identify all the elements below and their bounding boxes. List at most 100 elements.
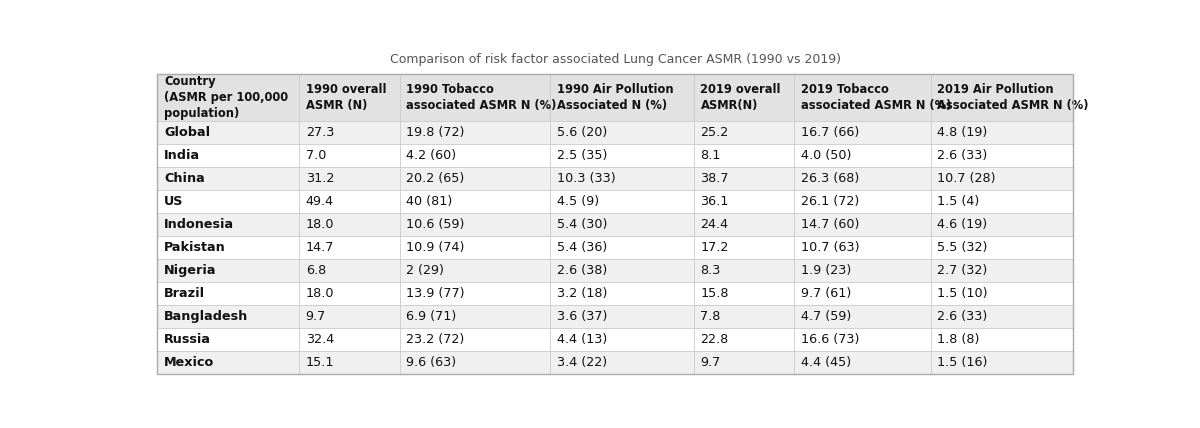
Text: 7.0: 7.0 [306, 149, 326, 162]
Text: US: US [164, 195, 184, 208]
Text: 5.6 (20): 5.6 (20) [557, 126, 607, 139]
Text: 19.8 (72): 19.8 (72) [406, 126, 464, 139]
Bar [694, 167, 794, 190]
Bar [299, 121, 400, 144]
Text: 10.9 (74): 10.9 (74) [406, 241, 464, 254]
Bar [400, 213, 551, 236]
Text: 18.0: 18.0 [306, 287, 335, 300]
Bar [157, 351, 299, 374]
Text: 7.8: 7.8 [701, 310, 721, 323]
Text: Indonesia: Indonesia [164, 218, 234, 231]
Bar [794, 305, 931, 328]
Text: 8.1: 8.1 [701, 149, 721, 162]
Bar [694, 282, 794, 305]
Bar [794, 236, 931, 259]
Bar [157, 144, 299, 167]
Bar [299, 282, 400, 305]
Bar [551, 74, 694, 121]
Bar [794, 213, 931, 236]
Bar [694, 74, 794, 121]
Bar [931, 236, 1073, 259]
Text: 13.9 (77): 13.9 (77) [406, 287, 464, 300]
Bar [157, 282, 299, 305]
Bar [400, 167, 551, 190]
Bar [157, 121, 299, 144]
Bar [400, 121, 551, 144]
Text: 25.2: 25.2 [701, 126, 728, 139]
Bar [551, 305, 694, 328]
Bar [299, 328, 400, 351]
Text: 4.8 (19): 4.8 (19) [937, 126, 988, 139]
Bar [551, 351, 694, 374]
Text: 5.4 (36): 5.4 (36) [557, 241, 607, 254]
Bar [551, 121, 694, 144]
Bar [794, 190, 931, 213]
Bar [931, 305, 1073, 328]
Text: 49.4: 49.4 [306, 195, 334, 208]
Bar [551, 282, 694, 305]
Text: 2019 Tobacco
associated ASMR N (%): 2019 Tobacco associated ASMR N (%) [800, 83, 952, 112]
Text: 22.8: 22.8 [701, 333, 728, 346]
Text: 2.6 (33): 2.6 (33) [937, 149, 988, 162]
Bar [794, 282, 931, 305]
Bar [551, 213, 694, 236]
Bar [794, 121, 931, 144]
Text: India: India [164, 149, 200, 162]
Bar [400, 236, 551, 259]
Bar [551, 259, 694, 282]
Text: Global: Global [164, 126, 210, 139]
Bar [400, 190, 551, 213]
Bar [299, 167, 400, 190]
Bar [931, 282, 1073, 305]
Bar [794, 167, 931, 190]
Bar [400, 351, 551, 374]
Text: 3.4 (22): 3.4 (22) [557, 356, 607, 369]
Bar [794, 259, 931, 282]
Text: 32.4: 32.4 [306, 333, 334, 346]
Bar [157, 328, 299, 351]
Bar [694, 351, 794, 374]
Text: 23.2 (72): 23.2 (72) [406, 333, 464, 346]
Text: 4.7 (59): 4.7 (59) [800, 310, 851, 323]
Bar [299, 190, 400, 213]
Text: China: China [164, 172, 205, 185]
Text: Country
(ASMR per 100,000
population): Country (ASMR per 100,000 population) [164, 75, 288, 120]
Text: 15.8: 15.8 [701, 287, 728, 300]
Text: 4.6 (19): 4.6 (19) [937, 218, 988, 231]
Bar [157, 305, 299, 328]
Bar [551, 236, 694, 259]
Text: 4.4 (45): 4.4 (45) [800, 356, 851, 369]
Bar [400, 74, 551, 121]
Bar [931, 213, 1073, 236]
Text: Nigeria: Nigeria [164, 264, 216, 277]
Text: 9.7 (61): 9.7 (61) [800, 287, 851, 300]
Bar [157, 213, 299, 236]
Text: 14.7: 14.7 [306, 241, 334, 254]
Text: 20.2 (65): 20.2 (65) [406, 172, 464, 185]
Text: 2.6 (33): 2.6 (33) [937, 310, 988, 323]
Text: Brazil: Brazil [164, 287, 205, 300]
Text: Comparison of risk factor associated Lung Cancer ASMR (1990 vs 2019): Comparison of risk factor associated Lun… [390, 53, 840, 66]
Text: 18.0: 18.0 [306, 218, 335, 231]
Bar [794, 328, 931, 351]
Bar [551, 167, 694, 190]
Bar [400, 144, 551, 167]
Text: 26.1 (72): 26.1 (72) [800, 195, 859, 208]
Bar [400, 282, 551, 305]
Bar [299, 259, 400, 282]
Bar [157, 190, 299, 213]
Text: 1.5 (10): 1.5 (10) [937, 287, 988, 300]
Text: 5.5 (32): 5.5 (32) [937, 241, 988, 254]
Text: 1.5 (4): 1.5 (4) [937, 195, 979, 208]
Text: 10.3 (33): 10.3 (33) [557, 172, 616, 185]
Bar [400, 259, 551, 282]
Bar [694, 236, 794, 259]
Text: 4.4 (13): 4.4 (13) [557, 333, 607, 346]
Bar [931, 259, 1073, 282]
Text: 38.7: 38.7 [701, 172, 728, 185]
Bar [931, 167, 1073, 190]
Text: 17.2: 17.2 [701, 241, 728, 254]
Text: Bangladesh: Bangladesh [164, 310, 248, 323]
Text: 9.7: 9.7 [701, 356, 721, 369]
Bar [931, 121, 1073, 144]
